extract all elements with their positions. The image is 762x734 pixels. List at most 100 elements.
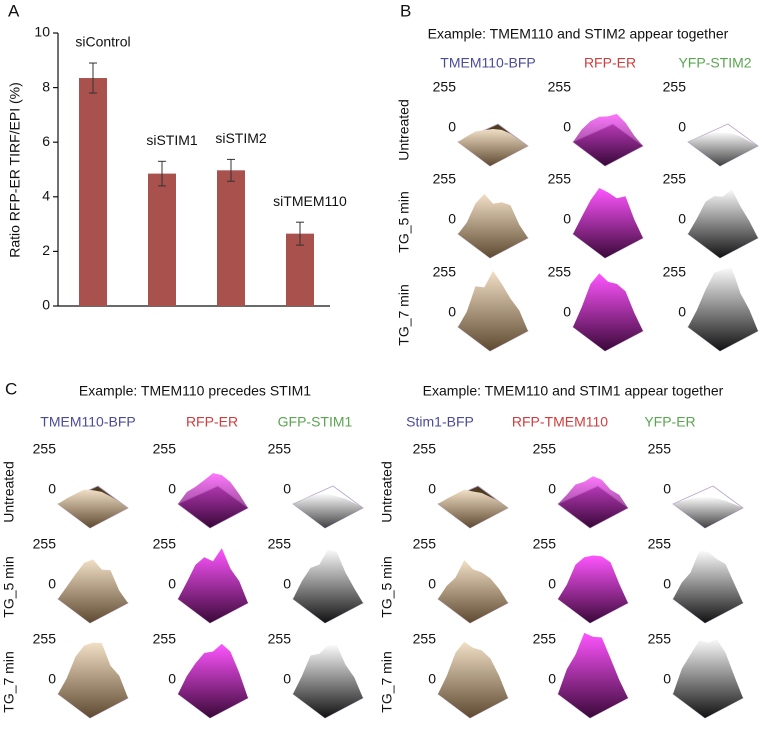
- z-tick-label: 255: [533, 631, 557, 647]
- z-tick-label: 0: [678, 304, 686, 320]
- surface: [673, 639, 743, 718]
- panel-label: B: [400, 1, 411, 20]
- z-tick-label: 255: [533, 536, 557, 552]
- bar: [79, 78, 107, 306]
- z-tick-label: 255: [413, 441, 437, 457]
- z-tick-label: 255: [433, 79, 457, 95]
- column-label: RFP-ER: [186, 414, 238, 430]
- column-label: YFP-ER: [644, 414, 695, 430]
- surface: [573, 273, 643, 351]
- column-label: RFP-TMEM110: [512, 414, 608, 430]
- z-tick-label: 255: [268, 536, 292, 552]
- category-label: siTMEM110: [273, 193, 347, 209]
- surface: [458, 270, 528, 351]
- z-tick-label: 0: [168, 671, 176, 687]
- z-tick-label: 255: [413, 631, 437, 647]
- z-tick-label: 0: [548, 576, 556, 592]
- surface: [558, 476, 628, 528]
- z-tick-label: 255: [153, 536, 177, 552]
- surface: [458, 129, 528, 166]
- row-label: TG_7 min: [396, 284, 412, 345]
- z-tick-label: 255: [33, 631, 57, 647]
- surface: [558, 632, 628, 718]
- z-tick-label: 0: [563, 119, 571, 135]
- column-label: TMEM110-BFP: [40, 414, 135, 430]
- z-tick-label: 255: [648, 631, 672, 647]
- y-tick-label: 0: [42, 297, 50, 313]
- z-tick-label: 0: [48, 481, 56, 497]
- y-tick-label: 8: [42, 78, 50, 94]
- z-tick-label: 255: [648, 536, 672, 552]
- category-label: siControl: [75, 34, 130, 50]
- column-label: RFP-ER: [584, 55, 636, 71]
- z-tick-label: 0: [663, 481, 671, 497]
- z-tick-label: 0: [428, 481, 436, 497]
- column-label: GFP-STIM1: [278, 414, 353, 430]
- surface: [673, 551, 743, 623]
- surface: [58, 642, 128, 718]
- surface: [58, 489, 128, 528]
- row-label: Untreated: [396, 99, 412, 160]
- row-label: TG_7 min: [379, 651, 395, 712]
- z-tick-label: 255: [33, 441, 57, 457]
- z-tick-label: 255: [663, 79, 687, 95]
- surface: [458, 193, 528, 258]
- panel-label: A: [8, 1, 20, 20]
- column-label: TMEM110-BFP: [440, 55, 535, 71]
- surface: [293, 645, 363, 718]
- panel-label: C: [5, 379, 17, 398]
- y-axis-label: Ratio RFP-ER TIRF/EPI (%): [7, 82, 23, 258]
- z-tick-label: 255: [153, 631, 177, 647]
- surface: [558, 555, 628, 623]
- surface: [438, 489, 508, 528]
- z-tick-label: 0: [283, 671, 291, 687]
- category-label: siSTIM2: [215, 130, 267, 146]
- z-tick-label: 0: [48, 671, 56, 687]
- row-label: TG_5 min: [1, 556, 17, 617]
- z-tick-label: 0: [663, 576, 671, 592]
- z-tick-label: 255: [433, 264, 457, 280]
- surface: [688, 132, 758, 166]
- z-tick-label: 0: [168, 576, 176, 592]
- z-tick-label: 0: [428, 671, 436, 687]
- y-tick-label: 10: [34, 24, 50, 40]
- y-tick-label: 6: [42, 133, 50, 149]
- z-tick-label: 255: [648, 441, 672, 457]
- z-tick-label: 255: [548, 171, 572, 187]
- surface: [293, 549, 363, 623]
- surface: [178, 548, 248, 623]
- surface: [573, 188, 643, 258]
- surface: [178, 643, 248, 718]
- bar: [286, 233, 314, 306]
- z-tick-label: 0: [548, 481, 556, 497]
- row-label: TG_5 min: [379, 556, 395, 617]
- z-tick-label: 0: [563, 304, 571, 320]
- panel-title: Example: TMEM110 and STIM2 appear togeth…: [428, 26, 729, 42]
- z-tick-label: 255: [548, 264, 572, 280]
- row-label: Untreated: [1, 461, 17, 522]
- surface: [573, 113, 643, 166]
- z-tick-label: 0: [663, 671, 671, 687]
- z-tick-label: 0: [678, 211, 686, 227]
- z-tick-label: 255: [33, 536, 57, 552]
- y-tick-label: 2: [42, 242, 50, 258]
- z-tick-label: 0: [283, 481, 291, 497]
- column-label: YFP-STIM2: [678, 55, 751, 71]
- surface: [688, 189, 758, 258]
- z-tick-label: 0: [168, 481, 176, 497]
- z-tick-label: 0: [448, 211, 456, 227]
- surface: [688, 267, 758, 351]
- surface: [58, 559, 128, 623]
- z-tick-label: 0: [428, 576, 436, 592]
- row-label: TG_5 min: [396, 191, 412, 252]
- bar: [217, 170, 245, 306]
- z-tick-label: 255: [663, 171, 687, 187]
- surface: [438, 560, 508, 623]
- surface: [438, 641, 508, 718]
- panel-title: Example: TMEM110 precedes STIM1: [79, 383, 311, 399]
- z-tick-label: 0: [48, 576, 56, 592]
- z-tick-label: 0: [448, 304, 456, 320]
- z-tick-label: 255: [433, 171, 457, 187]
- z-tick-label: 255: [153, 441, 177, 457]
